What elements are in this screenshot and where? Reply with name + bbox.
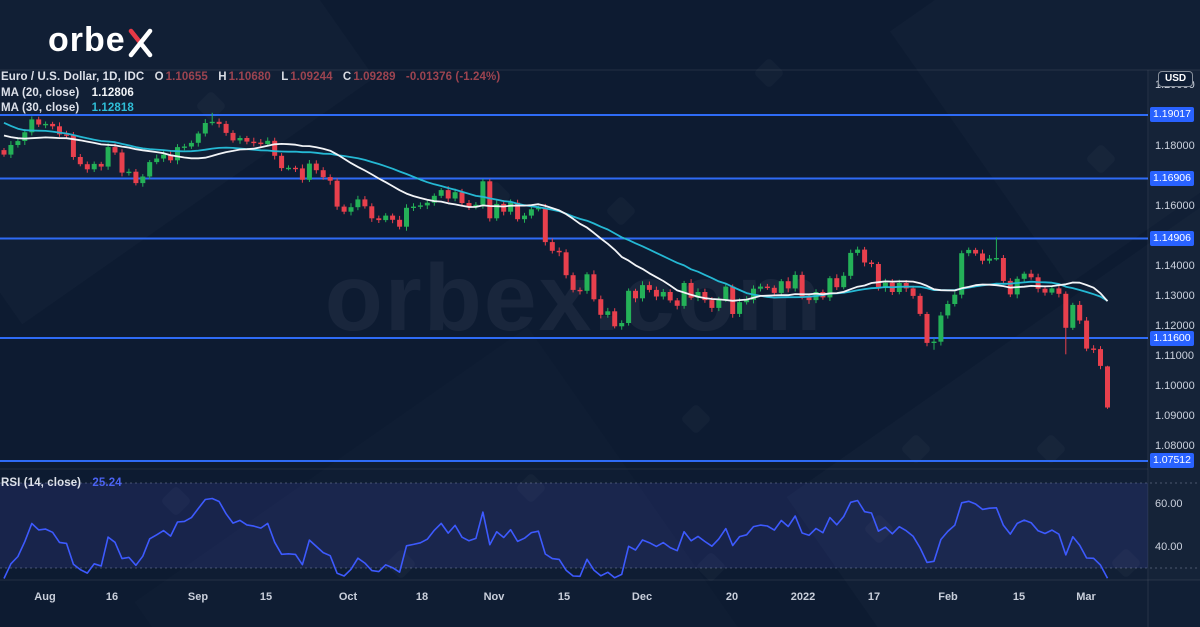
change-value: -0.01376 (-1.24%): [405, 71, 501, 83]
price-level-badge: 1.16906: [1150, 171, 1194, 186]
symbol-legend: Euro / U.S. Dollar, 1D, IDC O 1.10655 H 1.…: [1, 71, 500, 83]
ohlc-low-key: L: [281, 71, 289, 83]
rsi-label: RSI (14, close): [1, 477, 82, 489]
price-level-badge: 1.11600: [1150, 331, 1194, 346]
price-tick-label: 1.13000: [1155, 290, 1195, 302]
ma20-label: MA (20, close): [1, 87, 80, 99]
time-axis-label: Oct: [338, 591, 358, 603]
price-level-badge: 1.14906: [1150, 231, 1194, 246]
ma20-legend: MA (20, close) 1.12806: [1, 87, 134, 99]
price-tick-label: 1.18000: [1155, 140, 1195, 152]
time-axis-label: Nov: [483, 591, 505, 603]
ohlc-close-key: C: [342, 71, 352, 83]
ma30-value: 1.12818: [91, 102, 134, 114]
rsi-tick-label: 60.00: [1155, 498, 1183, 510]
time-axis-label: Dec: [631, 591, 653, 603]
rsi-value: 25.24: [92, 477, 122, 489]
ohlc-low-value: 1.09244: [290, 71, 333, 83]
ohlc-high-value: 1.10680: [228, 71, 271, 83]
ma30-label: MA (30, close): [1, 102, 80, 114]
price-tick-label: 1.11000: [1155, 350, 1194, 362]
time-axis-label: 15: [557, 591, 571, 603]
ma20-value: 1.12806: [91, 87, 134, 99]
time-axis-label: Sep: [187, 591, 209, 603]
rsi-tick-label: 40.00: [1155, 541, 1183, 553]
time-axis-label: Mar: [1076, 591, 1096, 603]
price-tick-label: 1.09000: [1155, 410, 1195, 422]
time-axis-label: 20: [725, 591, 739, 603]
ma30-legend: MA (30, close) 1.12818: [1, 102, 134, 114]
time-axis-label: 16: [105, 591, 119, 603]
price-tick-label: 1.10000: [1155, 380, 1195, 392]
price-tick-label: 1.08000: [1155, 440, 1195, 452]
rsi-legend: RSI (14, close) 25.24: [1, 477, 122, 489]
time-axis-label: 17: [867, 591, 881, 603]
currency-unit-badge[interactable]: USD: [1158, 71, 1194, 87]
price-tick-label: 1.16000: [1155, 200, 1195, 212]
ohlc-open-value: 1.10655: [165, 71, 208, 83]
ohlc-high-key: H: [218, 71, 227, 83]
ohlc-close-value: 1.09289: [353, 71, 396, 83]
time-axis-label: Feb: [938, 591, 958, 603]
time-axis-label: Aug: [34, 591, 56, 603]
price-tick-label: 1.12000: [1155, 320, 1195, 332]
symbol-title: Euro / U.S. Dollar, 1D, IDC: [1, 71, 145, 83]
logo-x-icon: [128, 28, 152, 58]
price-level-badge: 1.07512: [1150, 453, 1194, 468]
time-axis-label: 18: [415, 591, 429, 603]
price-level-badge: 1.19017: [1150, 107, 1194, 122]
ohlc-open-key: O: [154, 71, 164, 83]
orbex-logo: orbe: [48, 20, 154, 60]
price-tick-label: 1.14000: [1155, 260, 1195, 272]
time-axis-label: 15: [1012, 591, 1026, 603]
time-axis-label: 15: [259, 591, 273, 603]
logo-wordmark: orbe: [48, 21, 126, 59]
time-axis-label: 2022: [790, 591, 816, 603]
